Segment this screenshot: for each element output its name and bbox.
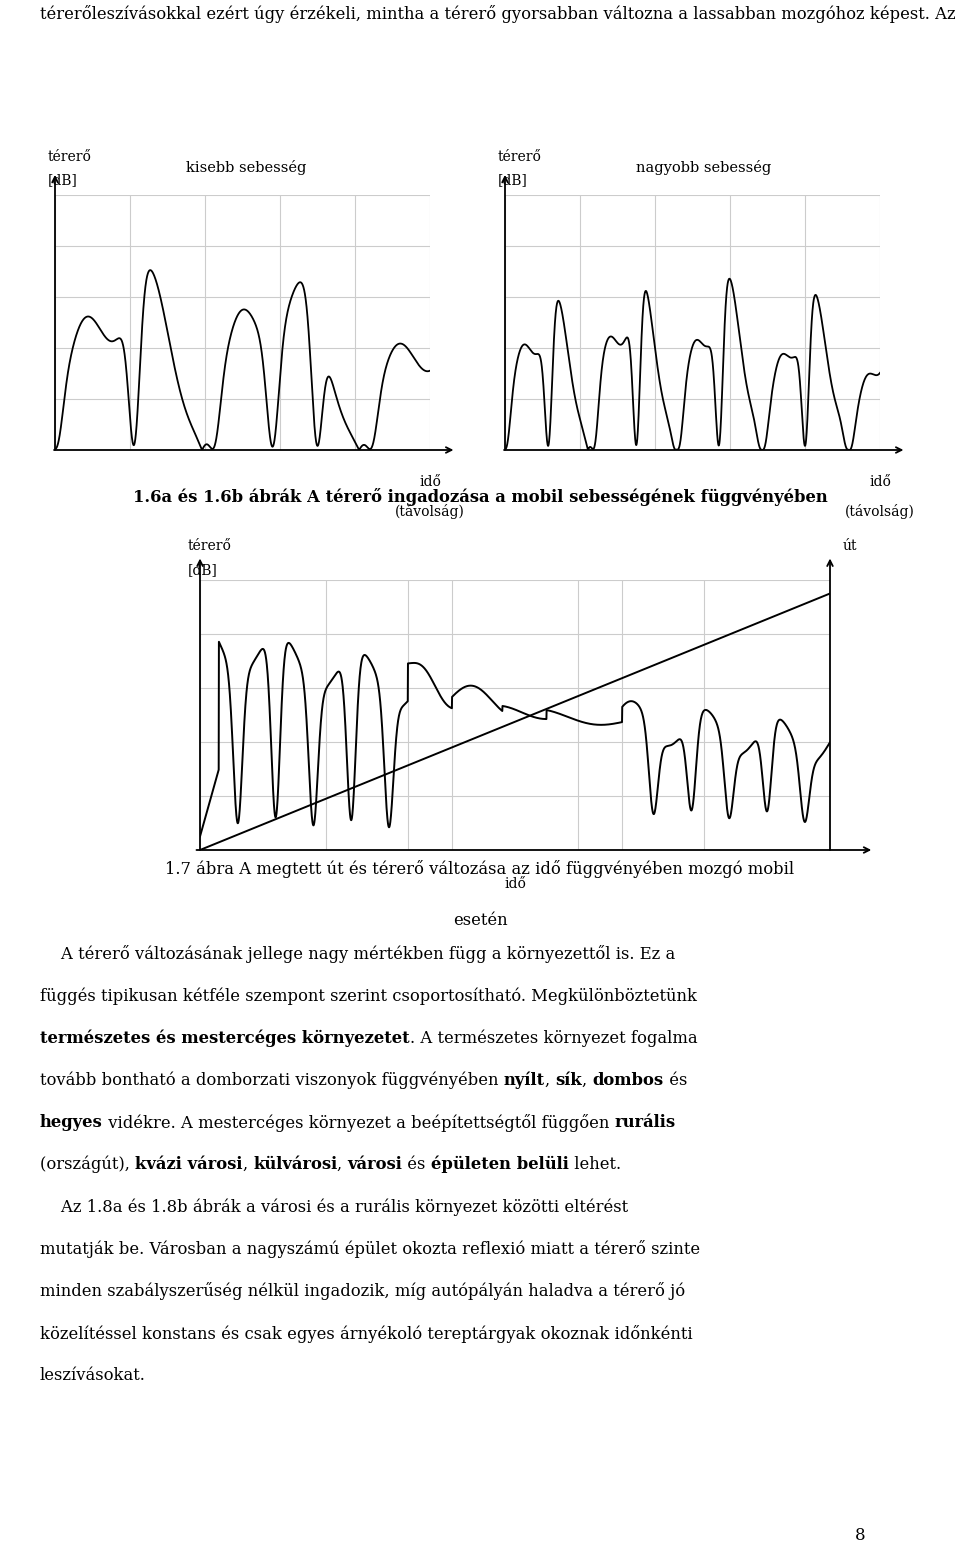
Text: tovább bontható a domborzati viszonyok függvényében: tovább bontható a domborzati viszonyok f… (40, 1072, 504, 1089)
Text: térerő: térerő (187, 539, 231, 553)
Text: 1.6a és 1.6b ábrák A térerő ingadozása a mobil sebességének függvényében: 1.6a és 1.6b ábrák A térerő ingadozása a… (132, 489, 828, 506)
Text: rurális: rurális (614, 1114, 676, 1130)
Text: ,: , (545, 1072, 555, 1088)
Text: (távolság): (távolság) (396, 503, 465, 519)
Text: esetén: esetén (453, 913, 507, 930)
Text: minden szabályszerűség nélkül ingadozik, míg autópályán haladva a térerő jó: minden szabályszerűség nélkül ingadozik,… (40, 1282, 685, 1300)
Text: út: út (843, 539, 857, 553)
Text: . A természetes környezet fogalma: . A természetes környezet fogalma (410, 1030, 697, 1047)
Text: sík: sík (555, 1072, 582, 1088)
Text: épületen belüli: épületen belüli (431, 1157, 569, 1174)
Text: idő: idő (869, 475, 891, 489)
Text: kvázi városi: kvázi városi (135, 1157, 243, 1172)
Text: 8: 8 (854, 1527, 865, 1544)
Text: [dB]: [dB] (187, 563, 217, 577)
Text: ,: , (337, 1157, 348, 1172)
Text: függés tipikusan kétféle szempont szerint csoportosítható. Megkülönböztetünk: függés tipikusan kétféle szempont szerin… (40, 988, 697, 1005)
Text: és: és (663, 1072, 686, 1088)
Text: ,: , (243, 1157, 253, 1172)
Text: kisebb sebesség: kisebb sebesség (186, 159, 306, 175)
Text: dombos: dombos (592, 1072, 663, 1088)
Text: térerőleszívásokkal ezért úgy érzékeli, mintha a térerő gyorsabban változna a la: térerőleszívásokkal ezért úgy érzékeli, … (40, 5, 960, 23)
Text: ,: , (582, 1072, 592, 1088)
Text: [dB]: [dB] (47, 173, 78, 188)
Text: lehet.: lehet. (569, 1157, 621, 1172)
Text: külvárosi: külvárosi (253, 1157, 337, 1172)
Text: 1.7 ábra A megtett út és térerő változása az idő függvényében mozgó mobil: 1.7 ábra A megtett út és térerő változás… (165, 860, 795, 878)
Text: (országút),: (országút), (40, 1157, 135, 1174)
Text: vidékre. A mestercéges környezet a beépítettségtől függően: vidékre. A mestercéges környezet a beépí… (103, 1114, 614, 1132)
Text: idő: idő (420, 475, 441, 489)
Text: nyílt: nyílt (504, 1072, 545, 1089)
Text: térerő: térerő (497, 150, 541, 164)
Text: A térerő változásának jellege nagy mértékben függ a környezettől is. Ez a: A térerő változásának jellege nagy mérté… (40, 946, 675, 963)
Text: (távolság): (távolság) (845, 503, 915, 519)
Text: természetes és mestercéges környezetet: természetes és mestercéges környezetet (40, 1030, 410, 1047)
Text: nagyobb sebesség: nagyobb sebesség (636, 159, 772, 175)
Text: és: és (402, 1157, 431, 1172)
Text: közelítéssel konstans és csak egyes árnyékoló tereptárgyak okoznak időnkénti: közelítéssel konstans és csak egyes árny… (40, 1324, 692, 1343)
Text: hegyes: hegyes (40, 1114, 103, 1130)
Text: mutatják be. Városban a nagyszámú épület okozta reflexió miatt a térerő szinte: mutatják be. Városban a nagyszámú épület… (40, 1239, 700, 1258)
Text: városi: városi (348, 1157, 402, 1172)
Text: térerő: térerő (47, 150, 91, 164)
Text: Az 1.8a és 1.8b ábrák a városi és a rurális környezet közötti eltérést: Az 1.8a és 1.8b ábrák a városi és a rurá… (40, 1199, 628, 1216)
Text: idő: idő (504, 877, 526, 891)
Text: [dB]: [dB] (497, 173, 527, 188)
Text: leszívásokat.: leszívásokat. (40, 1366, 146, 1383)
